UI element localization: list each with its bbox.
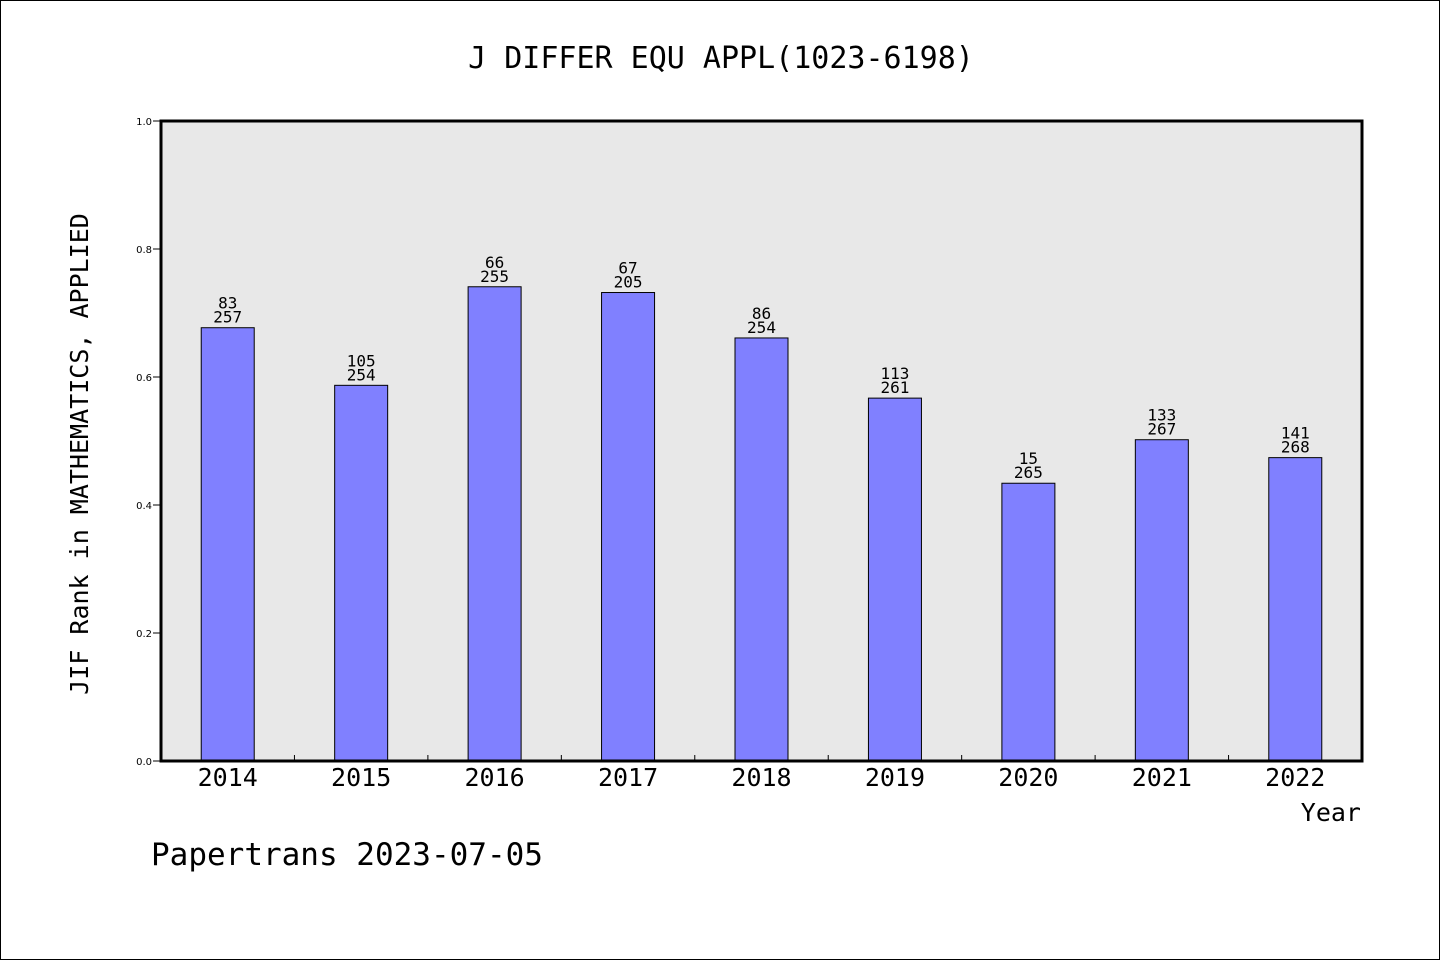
y-tick-label: 0.8 (136, 245, 152, 256)
credit-text: Papertrans 2023-07-05 (151, 837, 543, 873)
data-label-total: 265 (1014, 463, 1043, 482)
bar-2017 (601, 292, 656, 762)
x-tick-label: 2022 (1265, 763, 1325, 792)
bar-2019 (867, 397, 922, 762)
x-tick-label: 2016 (465, 763, 525, 792)
bar-2015 (334, 384, 389, 762)
y-tick-label: 0.0 (136, 757, 152, 768)
bar-2020 (1001, 482, 1056, 762)
data-label-rank: 141 (1281, 424, 1310, 443)
y-tick-label: 0.6 (136, 373, 152, 384)
data-label-rank: 15 (1019, 449, 1038, 468)
y-axis-label: JIF Rank in MATHEMATICS, APPLIED (65, 213, 94, 695)
bar-2014 (200, 327, 255, 762)
y-tick-label: 1.0 (136, 117, 152, 128)
x-tick-label: 2015 (331, 763, 391, 792)
bar-2018 (734, 337, 789, 762)
y-tick-label: 0.2 (136, 629, 152, 640)
y-tick-label: 0.4 (136, 501, 152, 512)
x-tick-label: 2014 (198, 763, 258, 792)
data-label-total: 205 (614, 273, 643, 292)
data-label-total: 254 (747, 318, 776, 337)
x-tick-label: 2019 (865, 763, 925, 792)
bar-2022 (1268, 457, 1323, 762)
x-tick-label: 2017 (598, 763, 658, 792)
y-axis: 0.0 0.2 0.4 0.6 0.8 1.0 (136, 117, 161, 768)
x-tick-label: 2020 (998, 763, 1058, 792)
x-tick-label: 2018 (731, 763, 791, 792)
chart-title: J DIFFER EQU APPL(1023-6198) (468, 41, 974, 76)
bar-series (200, 286, 1323, 762)
data-label-total: 267 (1147, 420, 1176, 439)
data-label-total: 268 (1281, 438, 1310, 457)
data-label-rank: 67 (618, 259, 637, 278)
data-label-total: 254 (347, 365, 376, 384)
data-label-total: 257 (213, 308, 242, 327)
data-label-rank: 113 (880, 364, 909, 383)
x-tick-label: 2021 (1132, 763, 1192, 792)
bar-2016 (467, 286, 522, 762)
data-label-total: 255 (480, 267, 509, 286)
bar-2021 (1134, 439, 1189, 762)
plot-border (159, 119, 1364, 763)
data-label-rank: 86 (752, 304, 771, 323)
x-axis-label: Year (1301, 798, 1361, 827)
data-label-rank: 66 (485, 253, 504, 272)
data-label-rank: 133 (1147, 406, 1176, 425)
data-label-total: 261 (880, 378, 909, 397)
x-axis: 2014 2015 2016 2017 2018 2019 2020 2021 2022 (198, 755, 1325, 792)
data-label-rank: 83 (218, 294, 237, 313)
data-label-rank: 105 (347, 351, 376, 370)
